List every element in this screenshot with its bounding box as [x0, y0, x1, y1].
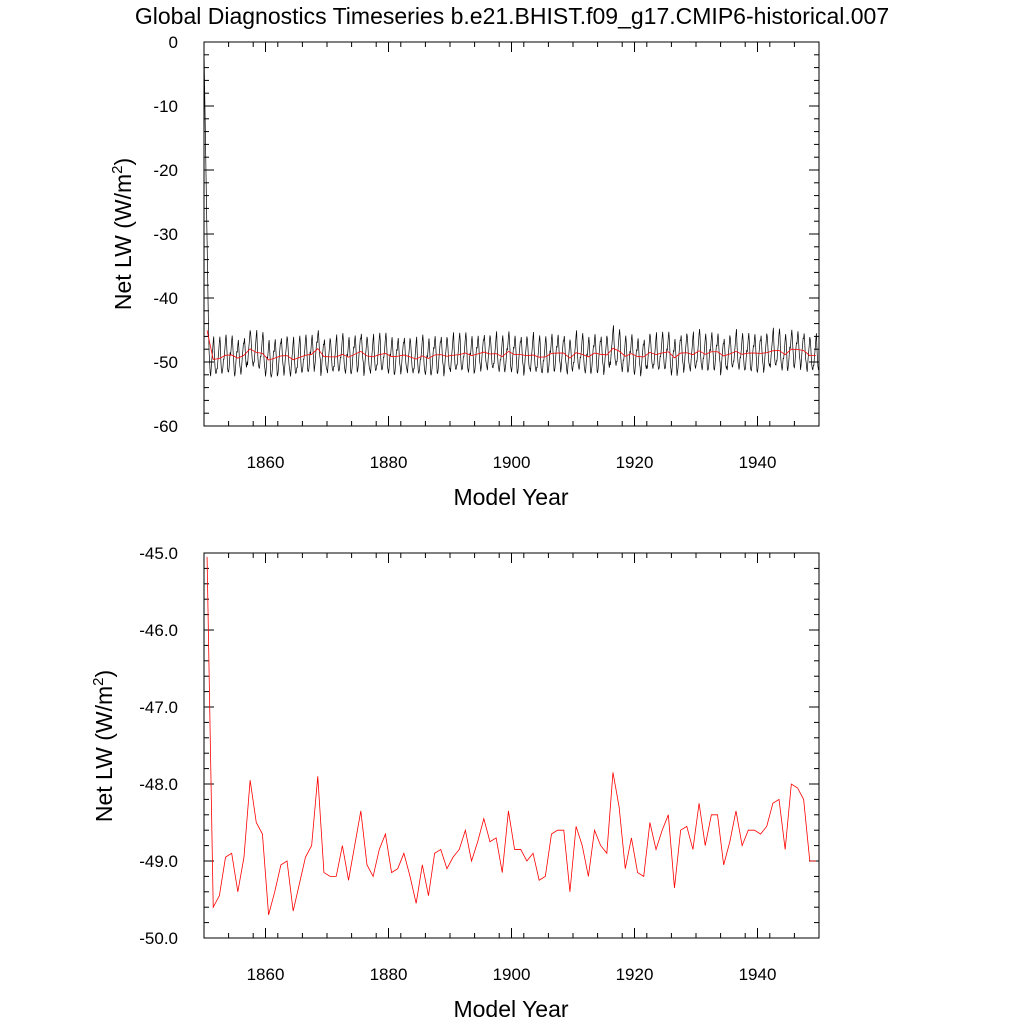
top-ticks: [203, 41, 820, 427]
figure-title: Global Diagnostics Timeseries b.e21.BHIS…: [135, 3, 889, 29]
series-line-annual: [206, 556, 816, 916]
y-tick-label: -45.0: [139, 544, 178, 563]
top-y-axis-label: Net LW (W/m2): [109, 158, 136, 310]
y-tick-label: -48.0: [139, 775, 178, 794]
x-tick-label: 1900: [493, 453, 531, 472]
x-tick-label: 1920: [616, 965, 654, 984]
series-line-annual: [206, 330, 816, 361]
y-tick-label: -10: [153, 97, 178, 116]
series-group: [204, 48, 819, 379]
x-tick-label: 1940: [739, 965, 777, 984]
y-tick-label: -40: [153, 289, 178, 308]
y-tick-label: -47.0: [139, 698, 178, 717]
bottom-x-axis-label: Model Year: [453, 996, 568, 1022]
bottom-y-tick-labels: -45.0 -46.0 -47.0 -48.0 -49.0 -50.0: [139, 544, 178, 948]
y-tick-label: -50: [153, 353, 178, 372]
top-series: [204, 48, 819, 379]
top-y-tick-labels: 0 -10 -20 -30 -40 -50 -60: [153, 33, 178, 436]
y-tick-label: -46.0: [139, 621, 178, 640]
y-tick-label: -20: [153, 161, 178, 180]
x-tick-label: 1880: [370, 453, 408, 472]
bottom-ticks: [203, 552, 820, 939]
top-x-tick-labels: 1860 1880 1900 1920 1940: [247, 453, 777, 472]
bottom-x-tick-labels: 1860 1880 1900 1920 1940: [247, 965, 777, 984]
bottom-y-axis-label: Net LW (W/m2): [90, 670, 117, 822]
bottom-panel: -45.0-46.0-47.0-48.0-49.0-50.0 1860 1880 1…: [90, 544, 820, 1022]
y-tick-label: -50.0: [139, 929, 178, 948]
y-tick-label: -49.0: [139, 852, 178, 871]
x-tick-label: 1860: [247, 453, 285, 472]
x-tick-label: 1860: [247, 965, 285, 984]
y-tick-label: -60: [153, 417, 178, 436]
series-line-monthly: [204, 48, 819, 379]
x-tick-label: 1880: [370, 965, 408, 984]
bottom-series: [206, 556, 816, 916]
x-tick-label: 1940: [739, 453, 777, 472]
x-tick-label: 1900: [493, 965, 531, 984]
x-tick-label: 1920: [616, 453, 654, 472]
top-x-axis-label: Model Year: [453, 484, 568, 510]
series-group: [206, 556, 816, 916]
y-tick-label: 0: [169, 33, 178, 52]
y-tick-label: -30: [153, 225, 178, 244]
top-panel: 0 -10 -20 -30 -40 -50 -60 1860 1880 1900 1920 1940…: [109, 33, 820, 510]
bottom-plot-frame: [203, 552, 820, 939]
